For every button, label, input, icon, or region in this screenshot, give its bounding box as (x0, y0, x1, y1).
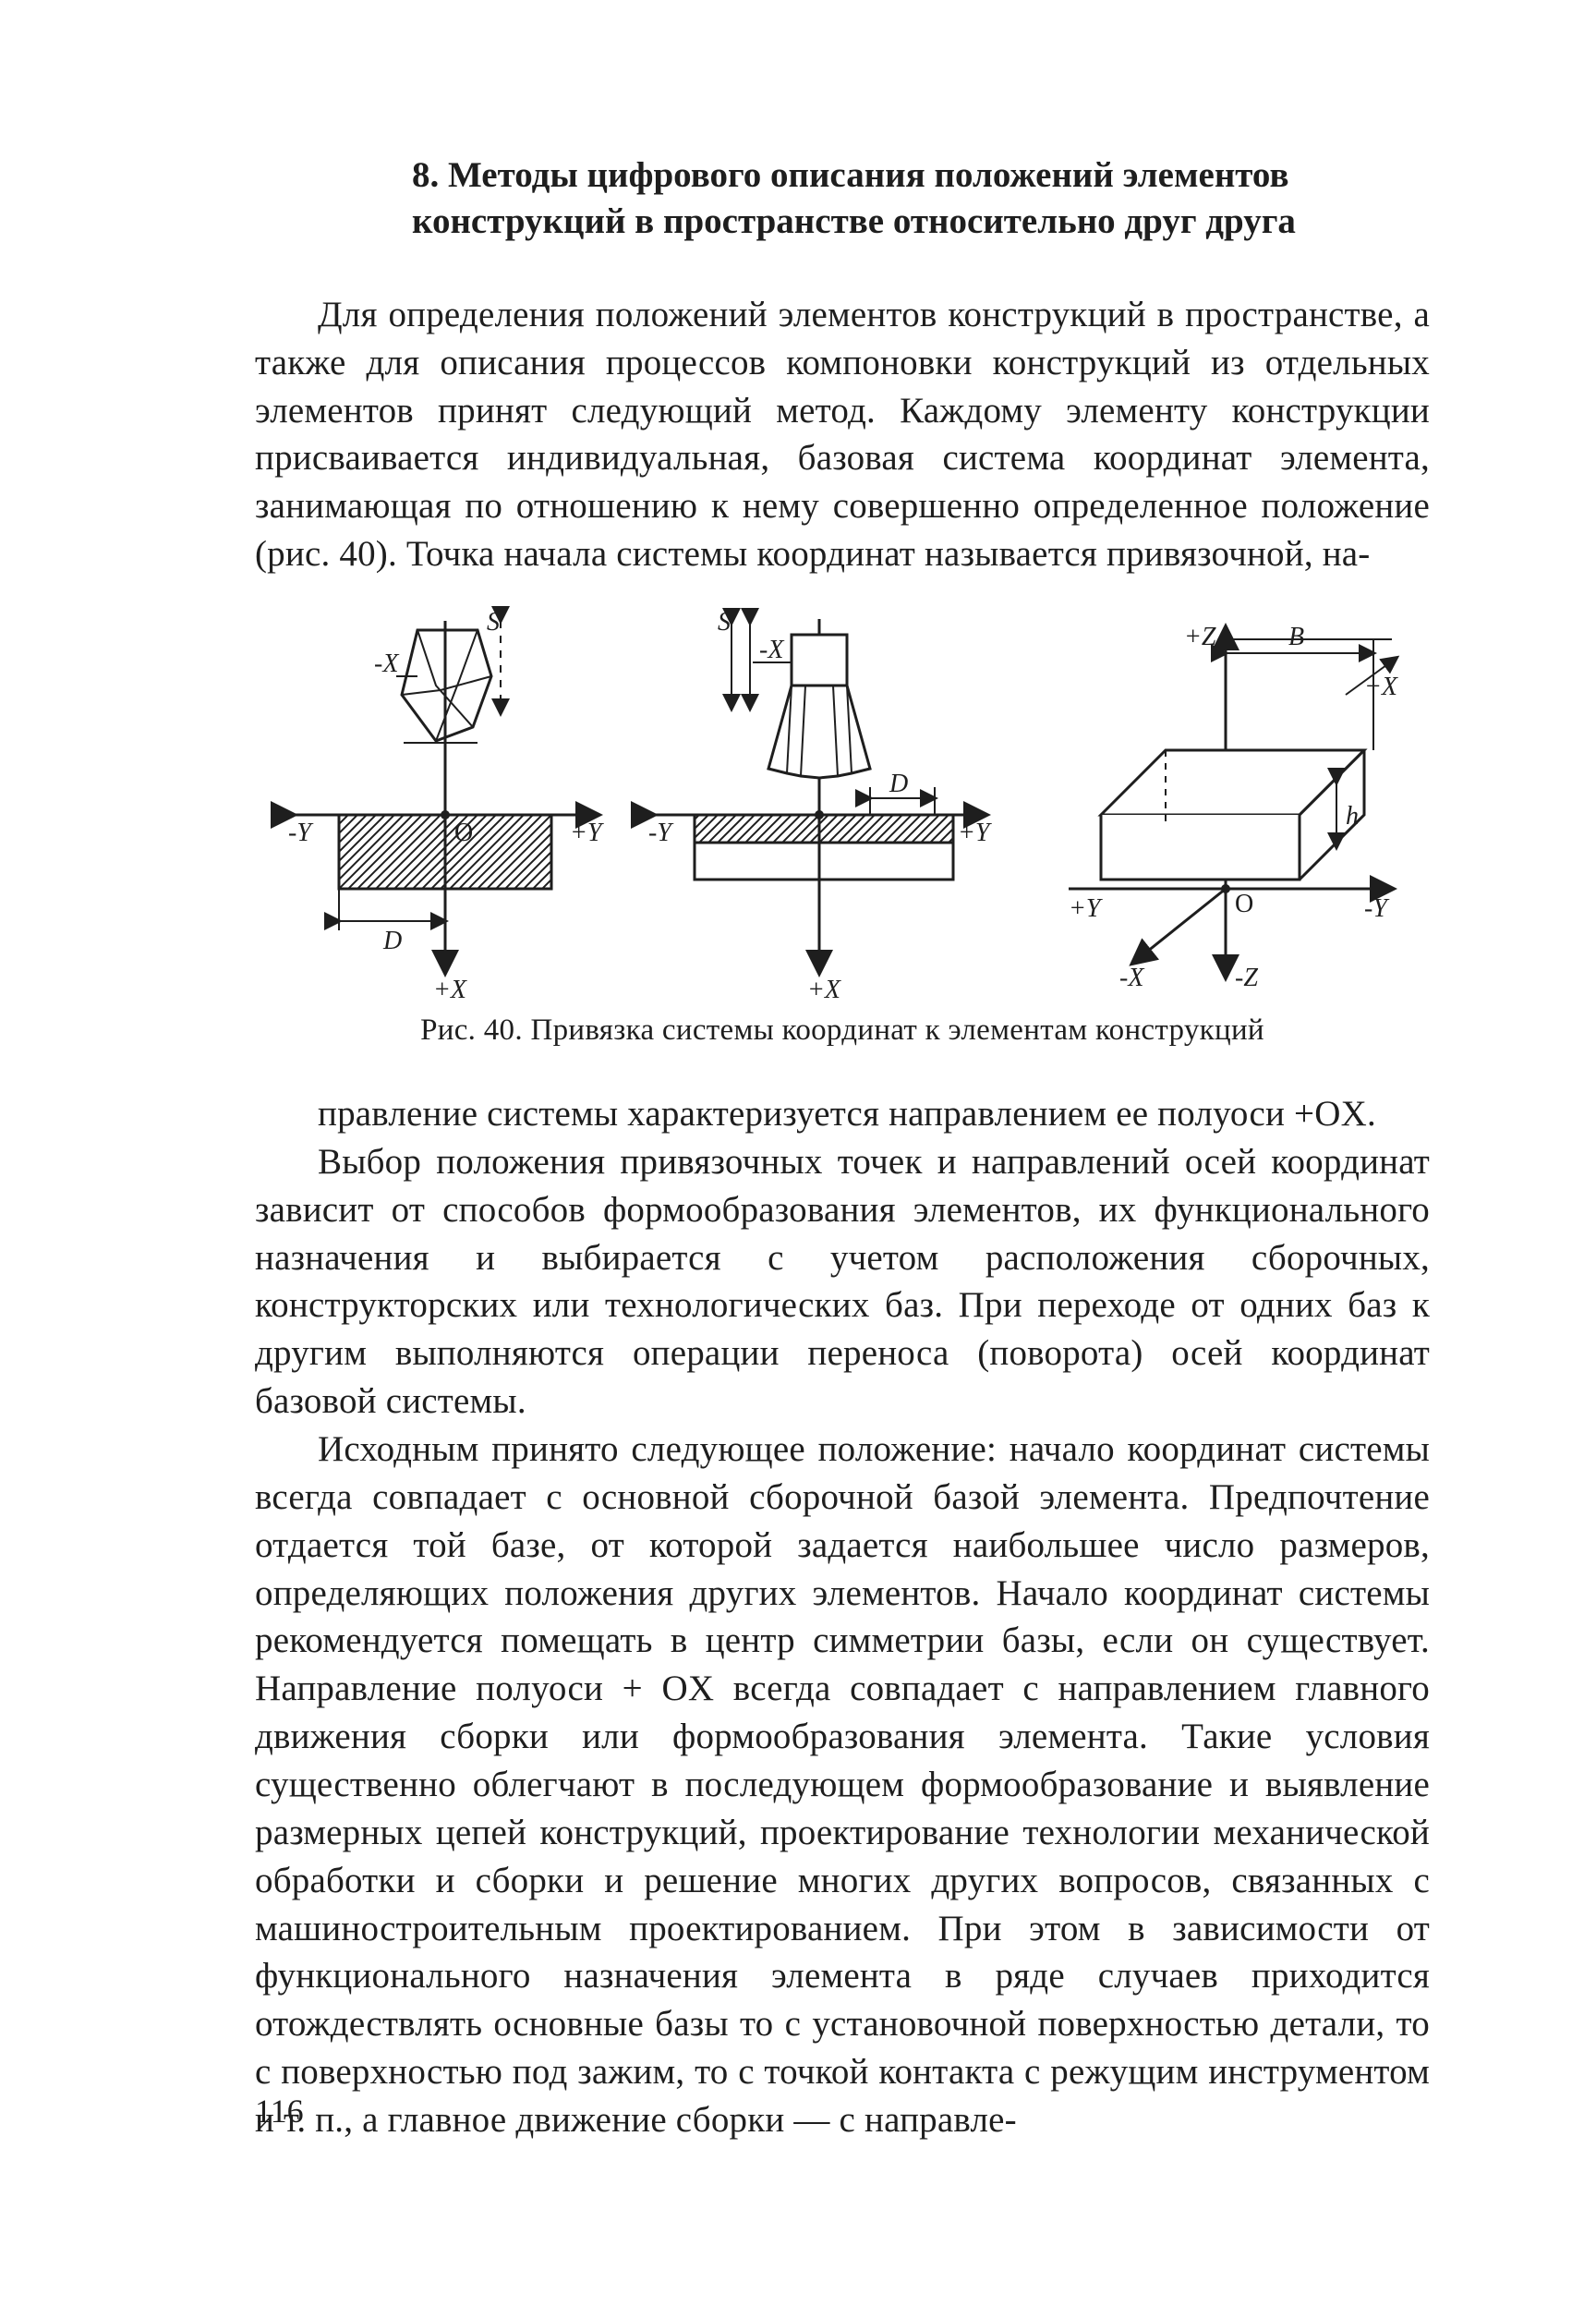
label-pZ-c: +Z (1184, 623, 1216, 651)
label-O-a: O (454, 819, 473, 847)
section-title-line-1: 8. Методы цифрового описания положений э… (412, 155, 1289, 195)
paragraph-3: Выбор положения привязочных точек и напр… (255, 1138, 1430, 1426)
label-mX-b: -X (759, 636, 784, 664)
page-number: 116 (255, 2092, 304, 2130)
section-title-line-2: конструкций в пространстве относительно … (412, 201, 1296, 241)
label-pX-a: +X (433, 976, 467, 1000)
label-pX-b: +X (807, 976, 841, 1000)
figure-40-caption: Рис. 40. Привязка системы координат к эл… (255, 1013, 1430, 1048)
subfig-c: +Z B +X h +Y -Y O -X -Z (1069, 623, 1398, 992)
label-h-c: h (1346, 802, 1359, 831)
figure-40-svg: S -X -Y +Y O +X D (256, 602, 1429, 1000)
label-mX-c: -X (1119, 964, 1144, 992)
figure-40: S -X -Y +Y O +X D (255, 602, 1430, 1004)
label-D-b: D (889, 770, 908, 798)
subfig-a: S -X -Y +Y O +X D (288, 608, 605, 1000)
subfig-b: S -X -Y +Y D +X (648, 608, 993, 1000)
label-B-c: B (1288, 623, 1304, 651)
label-pY-a: +Y (570, 819, 605, 847)
paragraph-1: Для определения положений элементов конс… (255, 291, 1430, 578)
label-D-a: D (382, 927, 402, 955)
label-pY-c: +Y (1069, 894, 1104, 923)
paragraph-2: правление системы характеризуется направ… (255, 1090, 1430, 1138)
label-pY-b: +Y (958, 819, 993, 847)
label-mY-a: -Y (288, 819, 314, 847)
label-mZ-c: -Z (1235, 964, 1258, 992)
label-S-b: S (718, 608, 731, 637)
label-mY-c: -Y (1364, 894, 1390, 923)
section-title: 8. Методы цифрового описания положений э… (412, 152, 1336, 245)
label-S: S (487, 608, 500, 637)
label-mX-a: -X (374, 649, 399, 678)
label-O-c: O (1235, 890, 1253, 918)
label-mY-b: -Y (648, 819, 674, 847)
paragraph-4: Исходным принято следующее положение: на… (255, 1426, 1430, 2144)
page: 8. Методы цифрового описания положений э… (0, 0, 1596, 2306)
label-pX-c: +X (1364, 673, 1398, 701)
